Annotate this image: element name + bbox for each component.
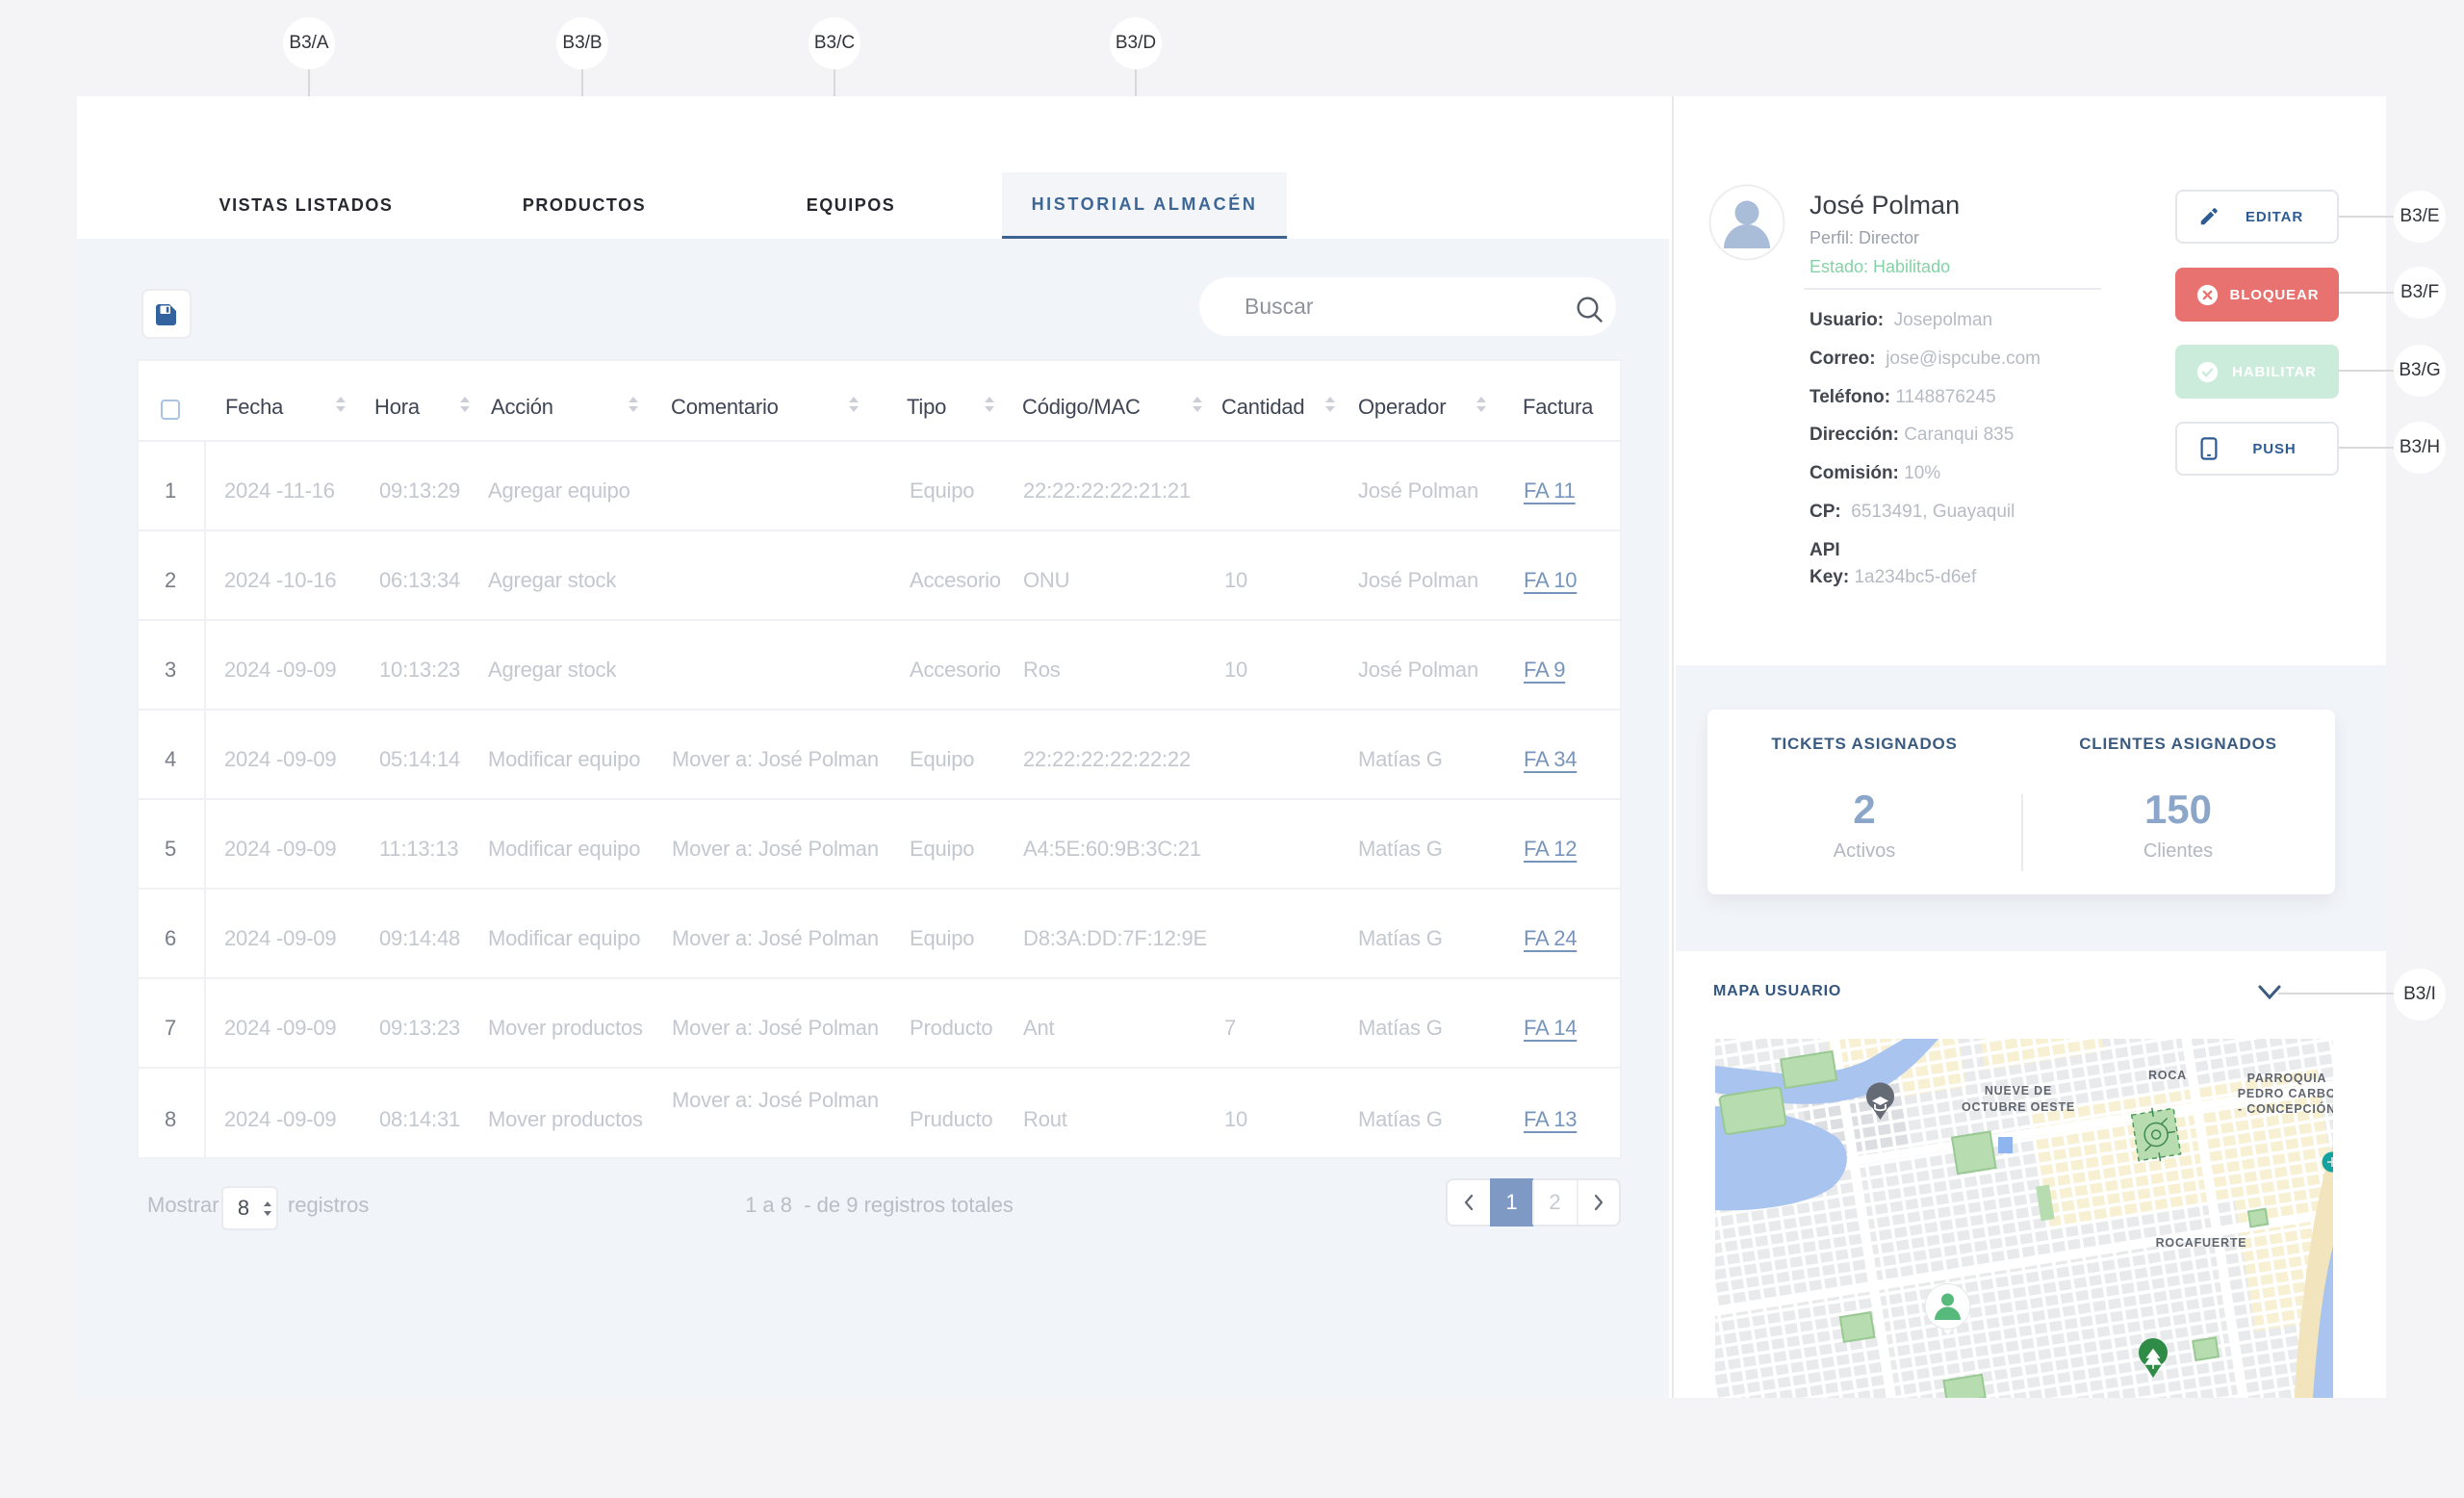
svg-text:ROCAFUERTE: ROCAFUERTE bbox=[2156, 1236, 2247, 1250]
svg-text:ROCA: ROCA bbox=[2148, 1069, 2187, 1082]
svg-text:PEDRO CARBO: PEDRO CARBO bbox=[2238, 1087, 2333, 1100]
svg-text:NUEVE DE: NUEVE DE bbox=[1985, 1084, 2052, 1098]
svg-text:PARROQUIA: PARROQUIA bbox=[2247, 1072, 2327, 1085]
svg-text:- CONCEPCIÓN: - CONCEPCIÓN bbox=[2238, 1101, 2333, 1116]
svg-text:OCTUBRE OESTE: OCTUBRE OESTE bbox=[1962, 1100, 2075, 1114]
